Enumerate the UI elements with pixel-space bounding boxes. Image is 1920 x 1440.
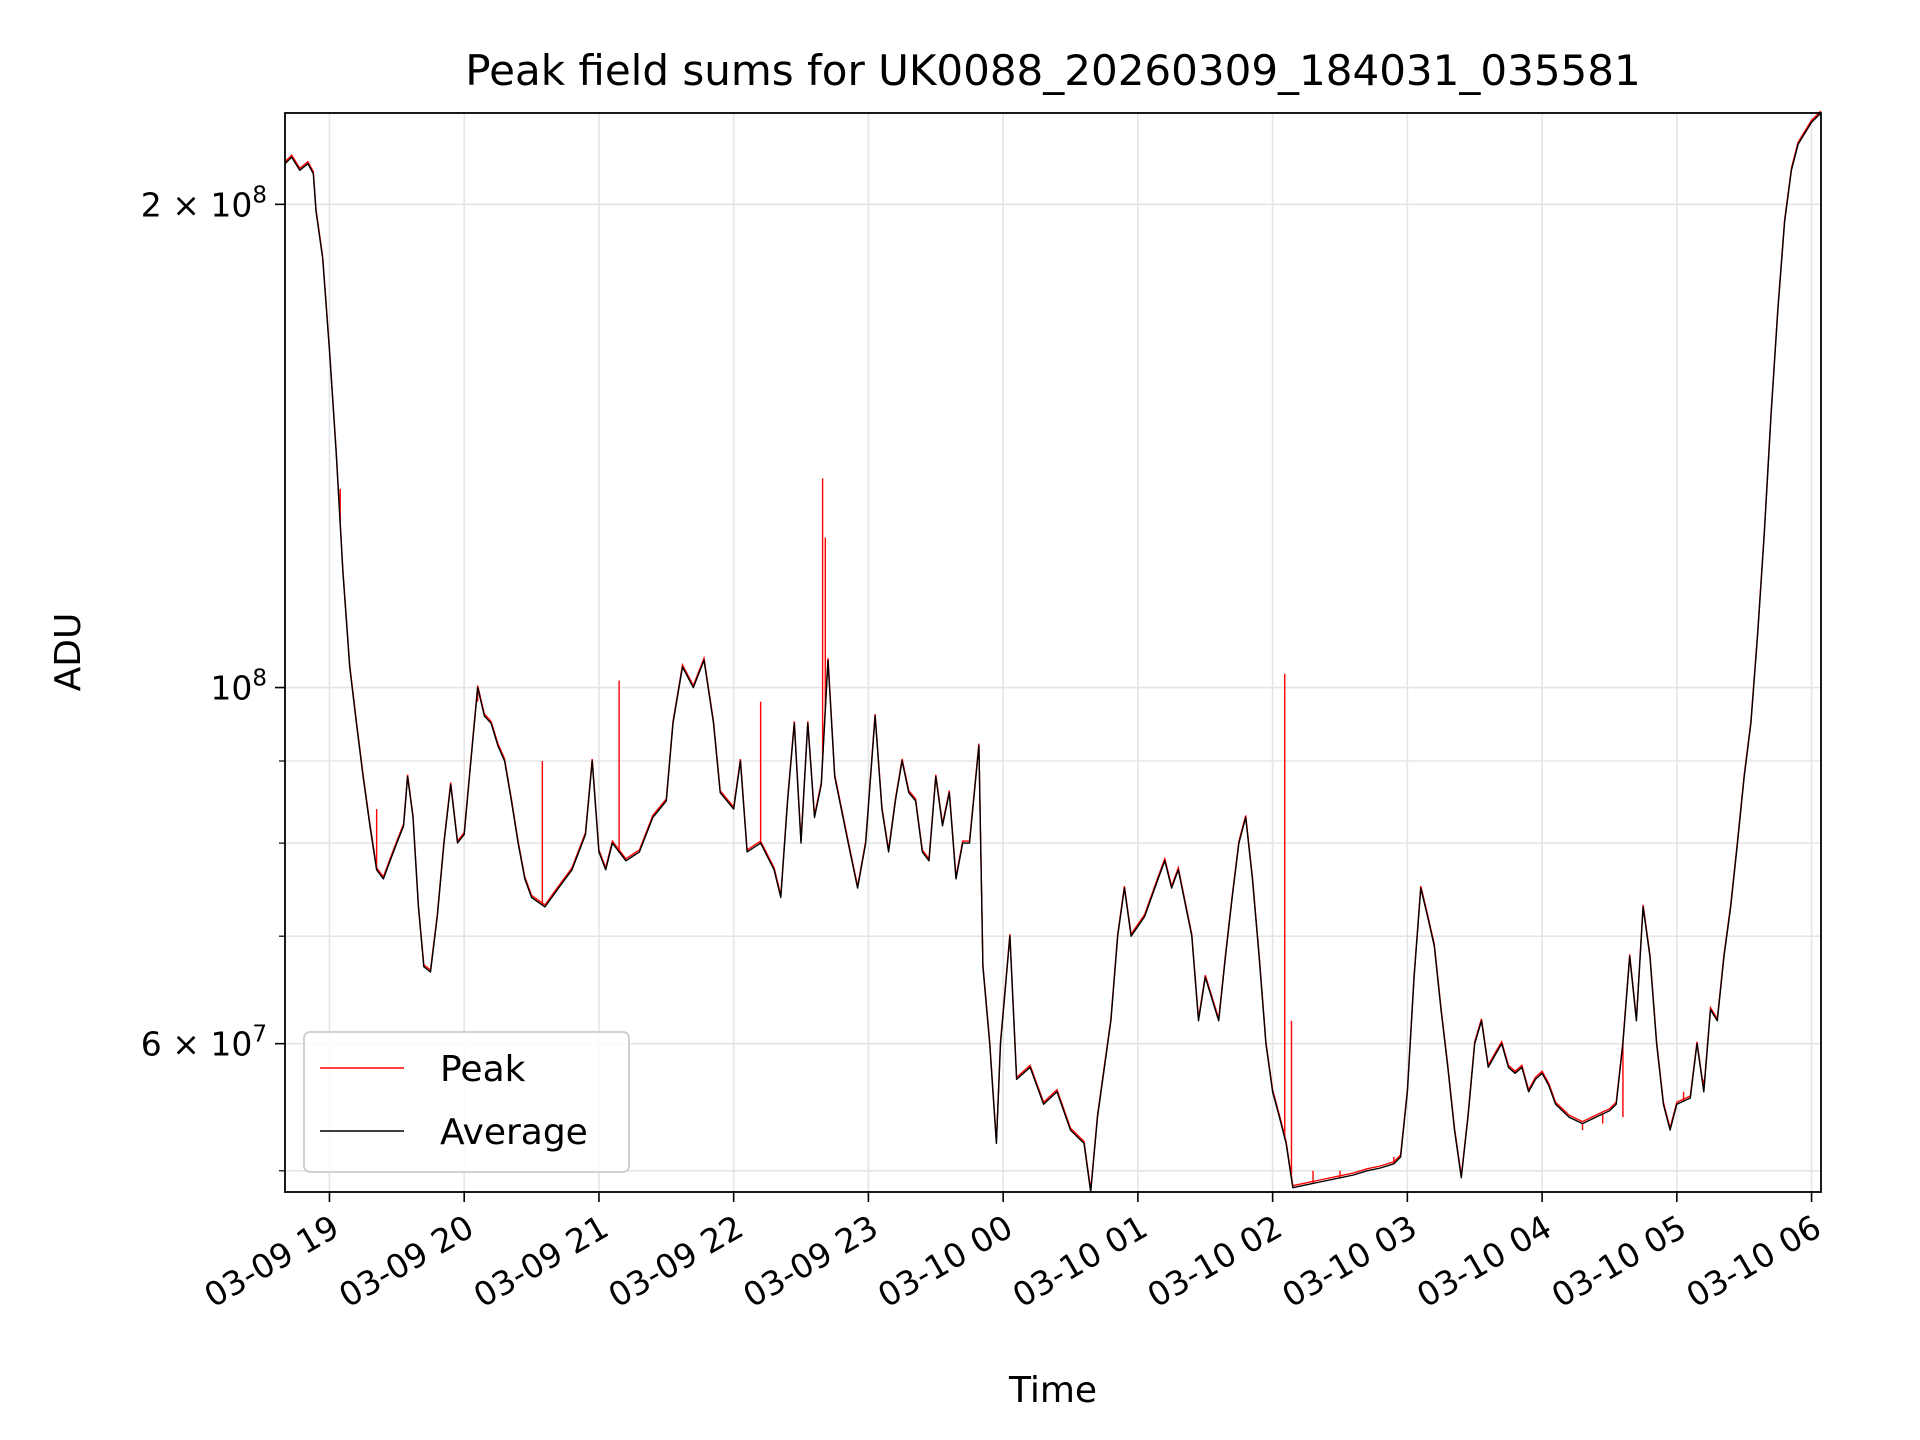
x-axis-label: Time [1008, 1370, 1097, 1411]
x-tick-label: 03-09 21 [467, 1207, 615, 1315]
x-tick-label: 03-09 19 [197, 1207, 345, 1315]
legend-box [303, 1031, 630, 1173]
plot-area-frame [284, 112, 1822, 1193]
x-tick-label: 03-10 06 [1680, 1207, 1828, 1315]
y-tick-label: 108 [210, 666, 267, 708]
x-tick-label: 03-10 00 [871, 1207, 1019, 1315]
x-tick-label: 03-09 20 [332, 1207, 480, 1315]
x-tick-label: 03-10 01 [1006, 1207, 1154, 1315]
chart-title: Peak field sums for UK0088_20260309_1840… [465, 46, 1640, 95]
series-peak-line [284, 110, 1822, 1191]
series-average-line [284, 112, 1822, 1193]
y-axis-label: ADU [48, 613, 89, 692]
x-tick-label: 03-09 22 [602, 1207, 750, 1315]
y-tick-label: 2 × 108 [141, 182, 267, 224]
y-tick-label: 6 × 107 [141, 1022, 267, 1064]
grid-layer [285, 113, 1821, 1192]
x-tick-label: 03-09 23 [736, 1207, 884, 1315]
x-tick-label: 03-10 03 [1275, 1207, 1423, 1315]
x-tick-label: 03-10 05 [1545, 1207, 1693, 1315]
legend-label-peak: Peak [440, 1049, 526, 1090]
x-tick-label: 03-10 02 [1141, 1207, 1289, 1315]
x-tick-label: 03-10 04 [1410, 1207, 1558, 1315]
legend-label-average: Average [440, 1112, 588, 1153]
series-layer [284, 110, 1822, 1193]
legend: Peak Average [303, 1031, 630, 1173]
